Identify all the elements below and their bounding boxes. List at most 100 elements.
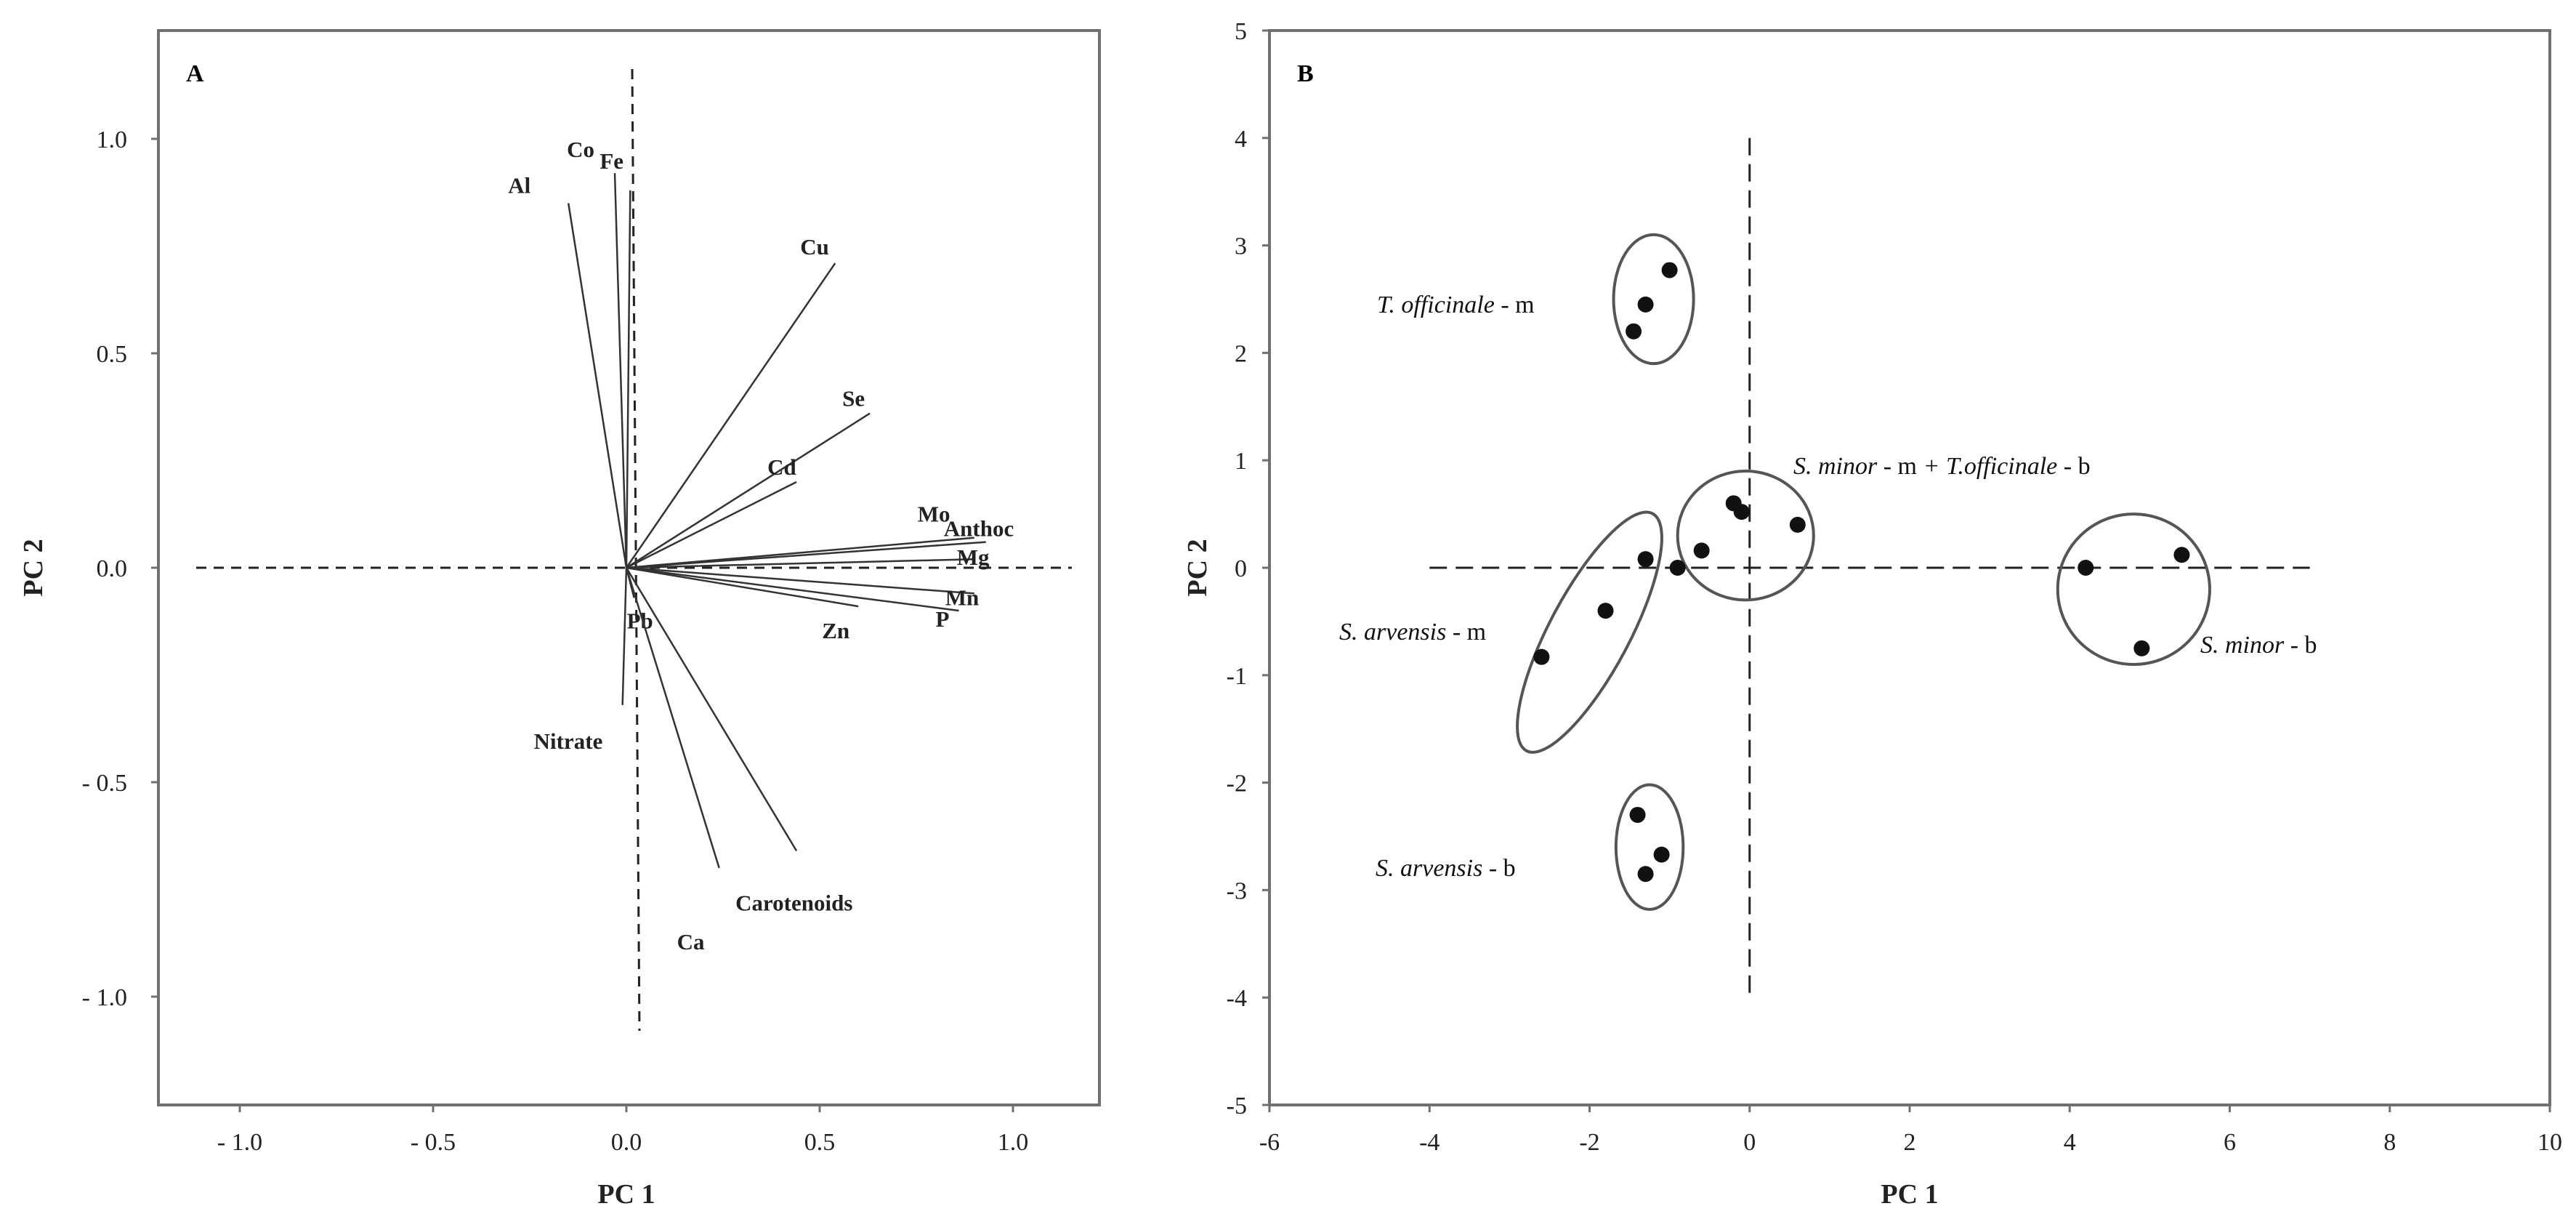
panel-b-y-axis-title: PC 2 [1182, 539, 1213, 596]
panel-b-y-tick-label: -3 [1227, 877, 1247, 904]
point-s-arvensis-b [1629, 806, 1646, 823]
group-ellipse-s-arvensis-m [1516, 510, 1663, 754]
loading-label-mn: Mn [945, 584, 980, 610]
panel-a-y-tick-label: 1.0 [97, 126, 128, 153]
point-s-minor-m-t-officinale-b [1693, 542, 1710, 559]
panel-b-y-tick-label: 0 [1235, 555, 1247, 582]
loading-vector-cd [626, 481, 797, 569]
point-s-arvensis-b [1637, 866, 1654, 883]
loading-label-cu: Cu [800, 234, 829, 260]
panel-a-y-tick-label: - 1.0 [82, 984, 127, 1011]
panel-a-vertical-zero-line [631, 68, 641, 1032]
loading-label-mg: Mg [957, 544, 990, 570]
panel-a-y-tick-label: - 0.5 [82, 770, 127, 797]
panel-b-x-tick-label: 10 [2537, 1129, 2562, 1156]
group-ellipse-t-officinale-m [1612, 233, 1695, 366]
loading-label-fe: Fe [599, 148, 623, 174]
point-s-minor-b [2173, 547, 2190, 563]
loading-label-carotenoids: Carotenoids [735, 890, 852, 915]
loading-label-zn: Zn [822, 618, 849, 643]
panel-b-x-tick-label: 2 [1904, 1129, 1916, 1156]
panel-a-y-axis-title: PC 2 [18, 539, 49, 596]
panel-b-x-tick-label: 4 [2064, 1129, 2076, 1156]
panel-a-y-tick-label: 0.0 [97, 555, 128, 582]
panel-b-reference-lines [1429, 137, 2310, 998]
point-s-arvensis-m [1637, 551, 1654, 568]
panel-b-x-tick-label: 0 [1743, 1129, 1756, 1156]
panel-a-axes: - 1.0 - 0.5 0.0 0.5 1.0 1.0 0.5 0.0 - 0.5 - 1.0 [82, 126, 1029, 1156]
panel-a-x-tick-label: - 1.0 [217, 1129, 262, 1156]
point-t-officinale-m [1637, 296, 1654, 313]
loading-label-al: Al [508, 173, 530, 198]
loading-vector-al [567, 203, 628, 568]
panel-b-points [1533, 262, 2190, 883]
group-ellipse-s-minor-m-t-officinale-b [1676, 469, 1815, 602]
loading-vector-mg [626, 558, 974, 569]
panel-b-x-axis-title: PC 1 [1881, 1179, 1938, 1210]
point-s-minor-b [2078, 560, 2094, 576]
loading-vector-cu [625, 262, 836, 568]
panel-b-y-tick-label: 1 [1235, 448, 1247, 475]
loading-vector-se [626, 412, 871, 569]
loading-vector-co [613, 173, 628, 568]
group-ellipse-s-minor-b [2056, 512, 2211, 667]
loading-vector-nitrate [621, 567, 628, 705]
loading-vector-p [626, 566, 959, 612]
panel-a-y-tick-label: 0.5 [97, 341, 128, 368]
panel-b-group-ellipses [1516, 233, 2211, 912]
panel-a-label: A [186, 60, 204, 87]
loading-label-cd: Cd [767, 454, 796, 480]
loading-label-nitrate: Nitrate [534, 728, 603, 754]
loading-label-se: Se [842, 386, 865, 411]
panel-b-y-tick-label: -2 [1227, 771, 1247, 797]
panel-b-label: B [1297, 60, 1314, 87]
point-s-arvensis-m [1597, 603, 1614, 619]
panel-b-group-labels: T. officinale - m S. minor - m + T.offici… [1339, 292, 2317, 882]
point-s-minor-m-t-officinale-b [1733, 504, 1750, 520]
loading-vector-zn [626, 566, 859, 608]
panel-b-x-tick-label: 6 [2224, 1129, 2236, 1156]
panel-b-y-tick-label: -4 [1227, 985, 1247, 1012]
loading-label-p: P [936, 606, 950, 632]
loading-vector-mn [626, 566, 974, 595]
group-ellipse-s-arvensis-b [1614, 783, 1685, 912]
loading-label-anthoc: Anthoc [944, 516, 1014, 542]
group-label-t-officinale-m: T. officinale - m [1377, 292, 1535, 318]
panel-a-x-tick-label: 0.5 [804, 1129, 836, 1156]
point-s-arvensis-m [1533, 648, 1550, 665]
point-t-officinale-m [1661, 262, 1678, 278]
loading-label-ca: Ca [677, 929, 705, 954]
panel-b-x-tick-label: -2 [1579, 1129, 1599, 1156]
panel-b-x-tick-label: 8 [2383, 1129, 2396, 1156]
panel-a: A - 1.0- 0.5 0.0 0.5 1.01.00.50.0- 0.5- 1.0… [18, 29, 1101, 1210]
point-s-minor-m-t-officinale-b [1789, 516, 1806, 533]
loading-label-mo: Mo [918, 502, 950, 527]
panel-b-y-tick-label: 5 [1235, 18, 1247, 45]
panel-b-y-tick-label: -1 [1227, 663, 1247, 690]
loading-label-co: Co [567, 137, 594, 162]
panel-a-x-tick-label: 0.0 [611, 1129, 642, 1156]
panel-b-y-tick-label: 4 [1235, 126, 1247, 153]
point-t-officinale-m [1626, 323, 1642, 339]
group-label-s-minor-m-t-officinale-b: S. minor - m + T.officinale - b [1793, 453, 2091, 480]
group-label-s-arvensis-m: S. arvensis - m [1339, 619, 1486, 646]
point-s-minor-m-t-officinale-b [1669, 560, 1686, 576]
panel-b-y-tick-label: 2 [1235, 340, 1247, 367]
panel-a-x-axis-title: PC 1 [597, 1179, 655, 1210]
point-s-arvensis-b [1653, 846, 1670, 863]
panel-b-x-tick-label: -4 [1419, 1129, 1440, 1156]
loading-vector-ca [625, 567, 720, 869]
group-label-s-minor-b: S. minor - b [2200, 632, 2317, 659]
panel-b-x-tick-label: -6 [1259, 1129, 1280, 1156]
panel-a-x-tick-label: 1.0 [998, 1129, 1029, 1156]
panel-b-y-tick-label: -5 [1227, 1093, 1247, 1120]
panel-b-y-tick-label: 3 [1235, 233, 1247, 260]
group-label-s-arvensis-b: S. arvensis - b [1376, 855, 1516, 882]
loading-vector-fe [625, 190, 631, 568]
point-s-minor-b [2133, 640, 2150, 656]
panel-a-x-tick-label: - 0.5 [411, 1129, 456, 1156]
loading-vector-anthoc [626, 541, 986, 569]
